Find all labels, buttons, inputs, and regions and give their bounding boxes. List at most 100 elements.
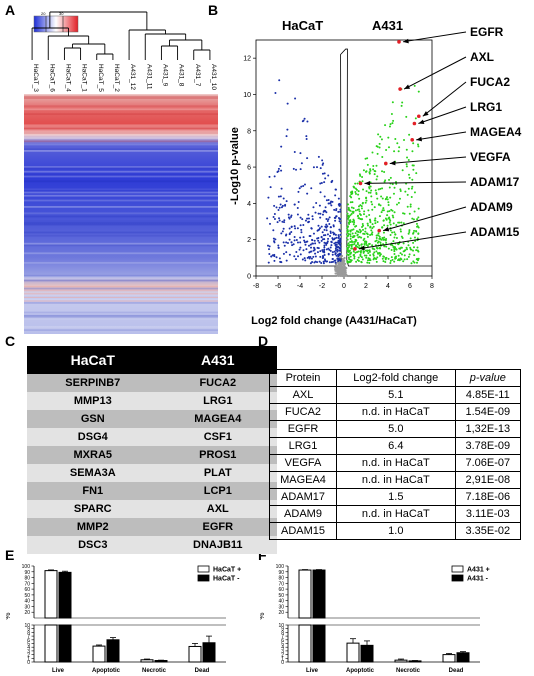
- heatmap-row-stripe: [24, 97, 218, 99]
- volcano-point-up: [415, 230, 418, 233]
- y-tick-label: 7: [281, 634, 284, 640]
- heatmap-panel: 20 30 HaCaT_3 HaCaT_6 HaCaT_4 HaCaT_1 HaCaT_…: [24, 11, 218, 334]
- volcano-point-down: [308, 257, 311, 260]
- volcano-point-ns: [343, 266, 346, 269]
- volcano-point-down: [337, 235, 340, 238]
- volcano-point-down: [331, 251, 334, 254]
- volcano-point-up: [391, 258, 394, 261]
- volcano-point-up: [363, 233, 366, 236]
- volcano-point-up: [351, 190, 354, 193]
- heatmap-row-stripe: [24, 311, 218, 314]
- volcano-point-up: [355, 260, 358, 263]
- volcano-point-up: [356, 182, 359, 185]
- volcano-point-down: [335, 209, 338, 212]
- volcano-point-ns: [342, 270, 345, 274]
- volcano-point-up: [407, 159, 410, 162]
- table-d-header-pvalue: p-value: [454, 369, 522, 387]
- volcano-point-down: [283, 244, 286, 247]
- volcano-point-down: [273, 204, 276, 207]
- volcano-gene-labels: EGFR AXL FUCA2 LRG1 MAGEA4 VEGFA ADAM17 ADAM9 AD…: [358, 25, 522, 251]
- volcano-point-up: [348, 221, 351, 224]
- volcano-point-up: [350, 245, 353, 248]
- volcano-point-down: [318, 227, 321, 230]
- volcano-point-down: [300, 162, 303, 165]
- volcano-point-up: [367, 243, 370, 246]
- heatmap-row-stripe: [24, 244, 218, 247]
- volcano-point-down: [334, 219, 337, 222]
- volcano-axes: -8 -6 -4 -2 0 2 4 6 8 0 2 4 6 8 10 12: [243, 39, 434, 290]
- table-cell: CSF1: [158, 428, 277, 446]
- volcano-point-up: [353, 234, 356, 237]
- heatmap-row-stripe: [24, 167, 218, 170]
- x-tick-label: 0: [342, 283, 346, 290]
- bar: [202, 642, 216, 663]
- volcano-point-up: [378, 235, 381, 238]
- volcano-point-up: [349, 235, 352, 238]
- volcano-point-up: [373, 219, 376, 222]
- volcano-point-up: [393, 260, 396, 263]
- x-tick-label: 4: [386, 283, 390, 290]
- volcano-point-down: [294, 97, 297, 100]
- volcano-point-up: [360, 260, 363, 263]
- volcano-point-up: [378, 142, 381, 145]
- volcano-point-up: [349, 240, 352, 243]
- volcano-point-down: [334, 249, 337, 252]
- volcano-point-down: [338, 202, 341, 205]
- volcano-point-up: [377, 252, 380, 255]
- volcano-point-up: [387, 247, 390, 250]
- volcano-point-down: [285, 259, 288, 262]
- gene-arrow-line: [418, 106, 467, 124]
- table-cell: ADAM15: [269, 522, 337, 540]
- table-cell: 2,91E-08: [454, 471, 522, 489]
- volcano-point-up: [357, 236, 360, 239]
- table-cell: 1.0: [336, 522, 456, 540]
- volcano-point-up: [394, 246, 397, 249]
- heatmap-row-stripe: [24, 223, 218, 226]
- volcano-point-down: [323, 172, 326, 175]
- volcano-point-up: [398, 197, 401, 200]
- volcano-point-up: [347, 233, 350, 236]
- volcano-point-ns: [341, 260, 345, 264]
- dendrogram: [31, 11, 211, 60]
- volcano-point-up: [361, 258, 364, 261]
- heatmap-row-stripe: [24, 300, 218, 302]
- volcano-point-up: [402, 242, 405, 245]
- volcano-point-down: [293, 150, 296, 153]
- legend-label: A431 -: [467, 576, 489, 583]
- volcano-point-up: [375, 192, 378, 195]
- gene-arrow-line: [422, 81, 467, 117]
- volcano-point-up: [415, 249, 418, 252]
- y-tick-label: 8: [247, 128, 251, 135]
- volcano-point-highlight: [412, 121, 417, 126]
- volcano-point-up: [366, 245, 369, 248]
- volcano-point-up: [416, 218, 419, 221]
- table-cell: n.d. in HaCaT: [336, 454, 456, 472]
- volcano-point-down: [311, 242, 314, 245]
- volcano-point-up: [383, 170, 386, 173]
- volcano-point-down: [325, 199, 328, 202]
- volcano-point-down: [297, 255, 300, 258]
- volcano-point-up: [349, 255, 352, 258]
- volcano-point-up: [381, 187, 384, 190]
- table-row: MMP13 LRG1: [27, 392, 277, 410]
- volcano-point-up: [408, 253, 411, 256]
- volcano-point-up: [384, 198, 387, 201]
- volcano-point-down: [298, 248, 301, 251]
- volcano-point-down: [320, 261, 323, 264]
- table-cell: SPARC: [27, 500, 159, 518]
- volcano-point-down: [321, 159, 324, 162]
- volcano-point-up: [385, 237, 388, 240]
- volcano-point-up: [366, 261, 369, 264]
- volcano-point-up: [399, 228, 402, 231]
- volcano-point-up: [374, 217, 377, 220]
- volcano-point-up: [388, 221, 391, 224]
- heatmap-row-stripe: [24, 143, 218, 146]
- table-row: MMP2 EGFR: [27, 518, 277, 536]
- volcano-point-up: [392, 222, 395, 225]
- volcano-point-up: [413, 229, 416, 232]
- volcano-point-up: [363, 213, 366, 216]
- volcano-point-up: [346, 228, 349, 231]
- volcano-point-up: [382, 260, 385, 263]
- volcano-point-up: [399, 230, 402, 233]
